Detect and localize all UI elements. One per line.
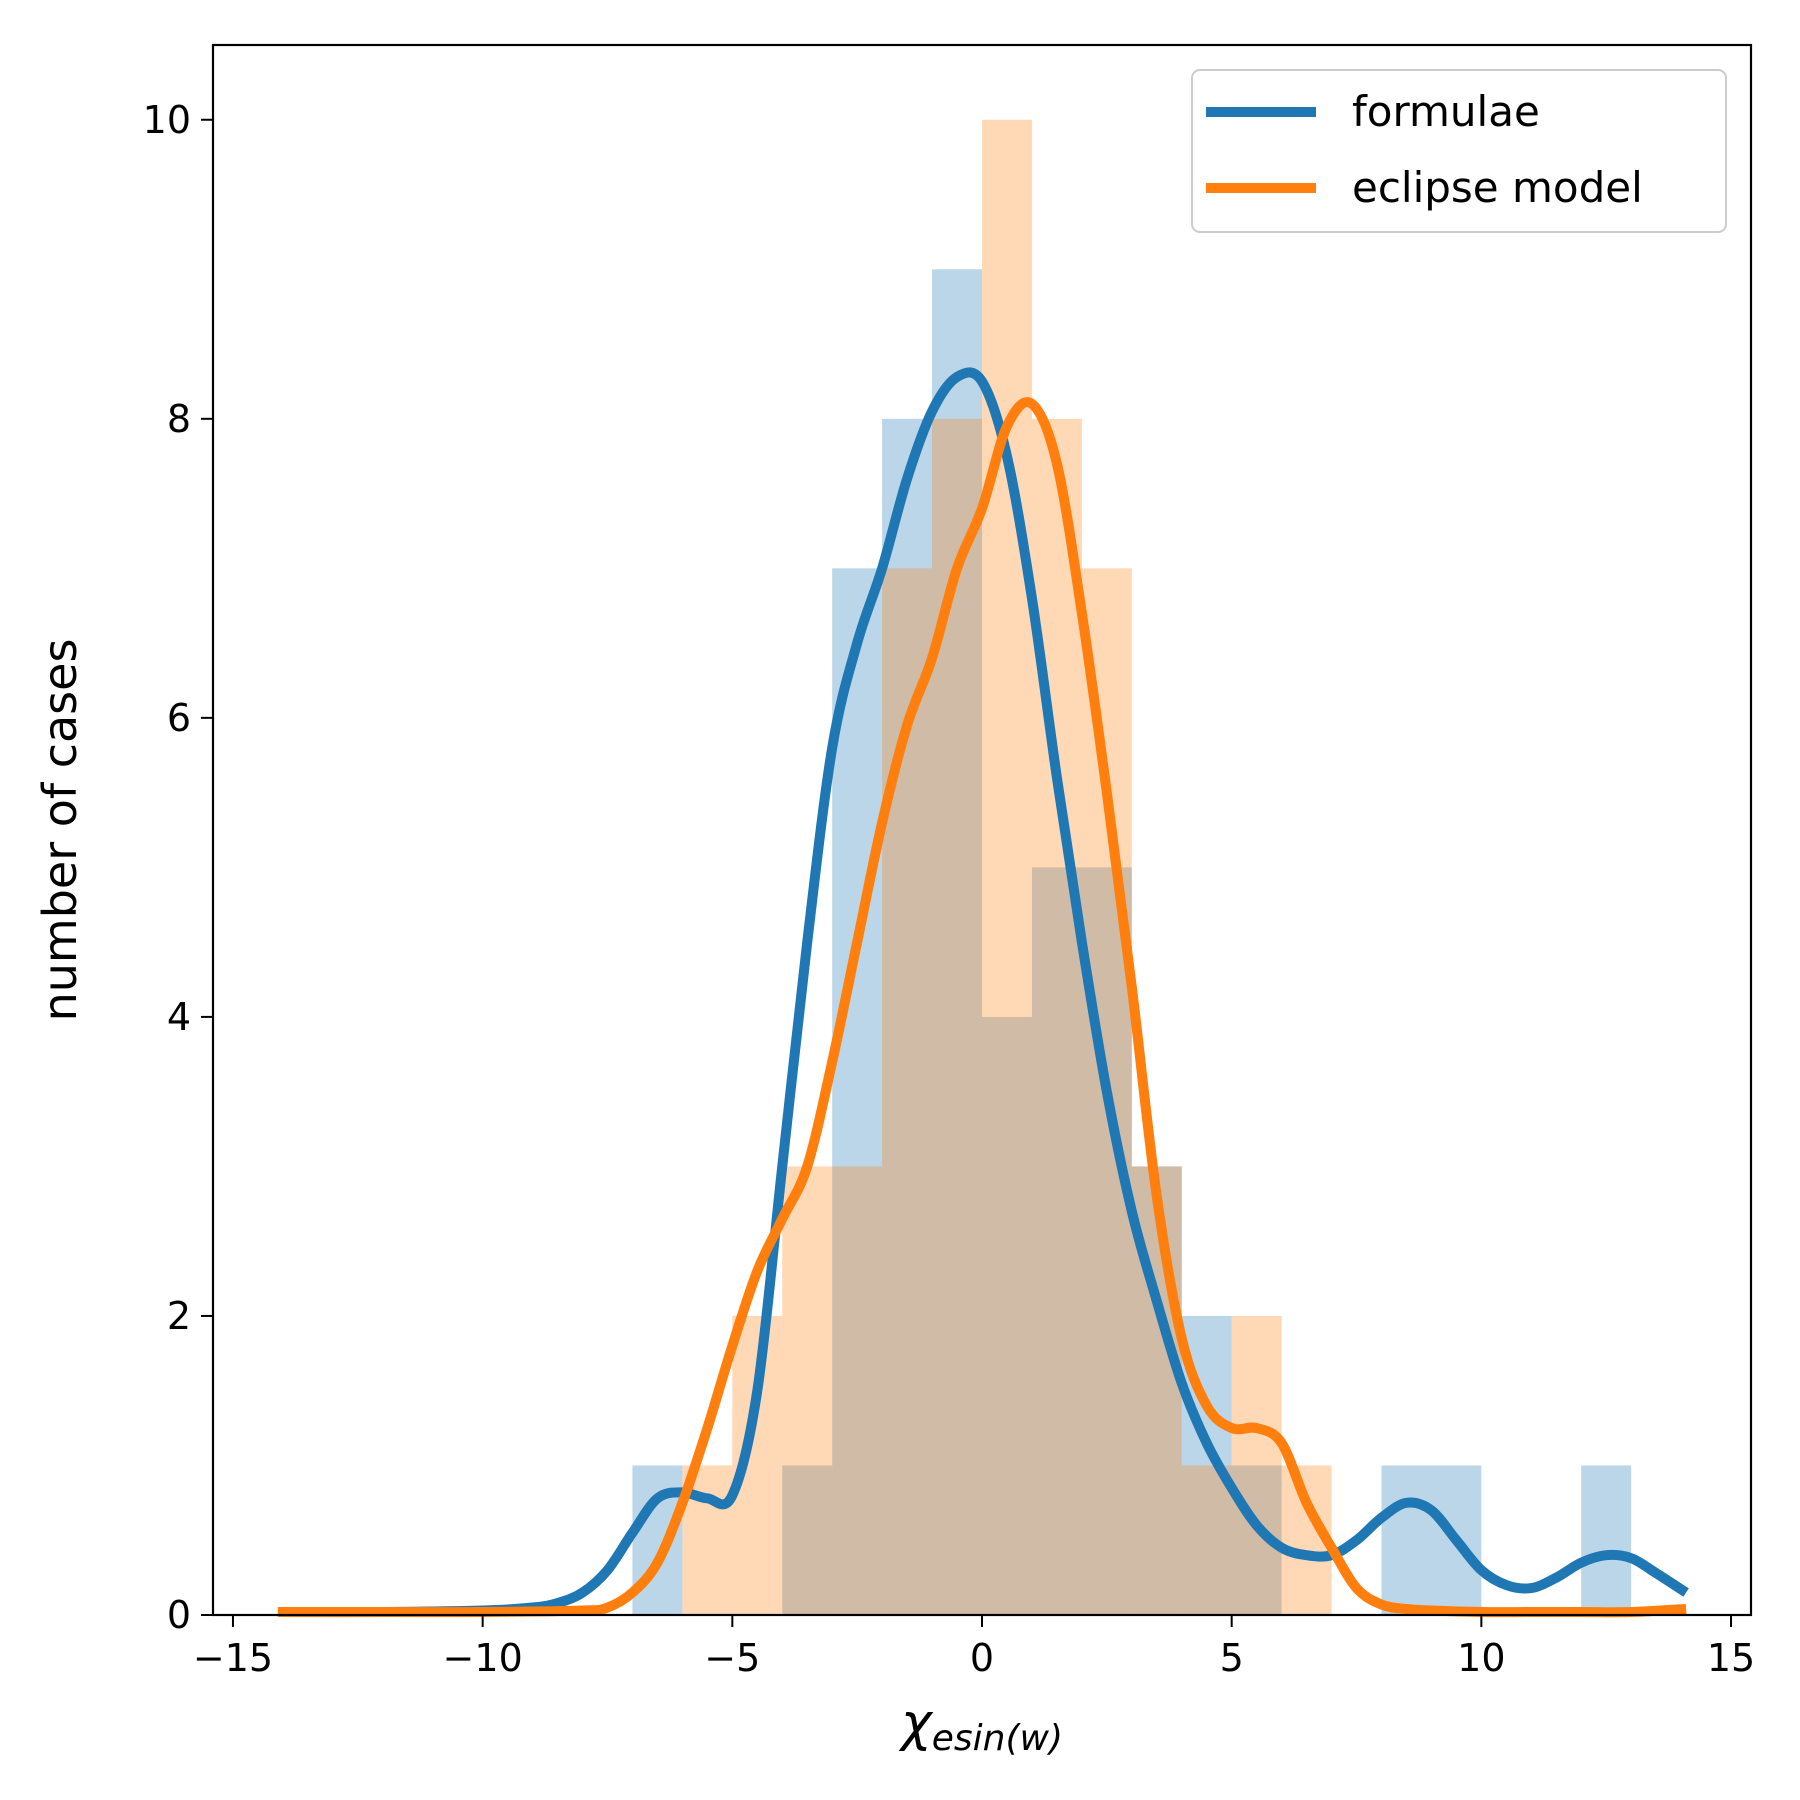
y-tick-label: 10 xyxy=(143,98,191,142)
x-tick-label: −15 xyxy=(193,1636,273,1680)
legend-label-eclipse-model: eclipse model xyxy=(1352,163,1643,212)
x-axis-label: χesin(w) xyxy=(898,1693,1063,1759)
series-line-formulae xyxy=(277,367,1689,1618)
histogram-bar-0-5 xyxy=(882,418,933,1615)
x-tick-label: 5 xyxy=(1220,1636,1244,1680)
histogram-bar-1-3 xyxy=(782,1166,833,1615)
x-axis-ticks: −15 −10 −5 0 5 10 15 xyxy=(193,1615,1755,1680)
histogram-bar-1-6 xyxy=(932,418,982,1615)
x-axis-label-subscript: esin(w) xyxy=(932,1718,1063,1759)
histogram-bar-0-15 xyxy=(1381,1465,1432,1615)
x-tick-label: 0 xyxy=(970,1636,994,1680)
x-tick-label: −10 xyxy=(443,1636,523,1680)
y-tick-label: 6 xyxy=(167,696,191,740)
histogram-bar-0-19 xyxy=(1581,1465,1632,1615)
histogram-bar-1-8 xyxy=(1031,418,1082,1615)
histogram-bar-1-4 xyxy=(832,1166,883,1615)
legend: formulae eclipse model xyxy=(1191,69,1727,233)
histogram-bar-0-6 xyxy=(932,269,982,1616)
density-lines xyxy=(277,367,1689,1618)
y-tick-label: 8 xyxy=(167,397,191,441)
legend-box xyxy=(1191,69,1727,233)
legend-label-formulae: formulae xyxy=(1352,87,1540,136)
histogram-bar-1-12 xyxy=(1231,1315,1282,1615)
series-line-eclipse-model xyxy=(277,397,1687,1618)
y-tick-label: 0 xyxy=(167,1593,191,1637)
x-axis-label-symbol: χ xyxy=(898,1693,934,1753)
histogram-bars xyxy=(632,119,1632,1616)
x-tick-label: 10 xyxy=(1457,1636,1505,1680)
histogram-bar-0-8 xyxy=(1031,867,1082,1615)
histogram-bar-0-7 xyxy=(982,1016,1032,1615)
y-tick-label: 2 xyxy=(167,1294,191,1338)
y-axis-ticks: 0 2 4 6 8 10 xyxy=(143,98,213,1637)
y-axis-label: number of cases xyxy=(33,639,87,1022)
histogram-bar-1-7 xyxy=(982,119,1032,1615)
x-tick-label: −5 xyxy=(704,1636,760,1680)
y-tick-label: 4 xyxy=(167,995,191,1039)
histogram-bar-0-4 xyxy=(832,568,883,1616)
x-tick-label: 15 xyxy=(1707,1636,1755,1680)
histogram-bar-0-3 xyxy=(782,1465,833,1615)
histogram-bar-1-11 xyxy=(1181,1465,1232,1615)
